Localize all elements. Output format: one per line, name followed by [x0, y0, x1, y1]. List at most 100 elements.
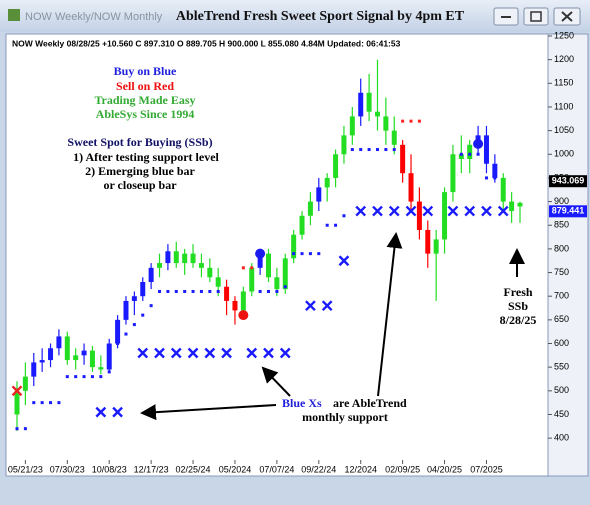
stop-dot	[401, 119, 405, 123]
annotation: are AbleTrend	[333, 396, 407, 410]
price-label: 943.069	[552, 176, 585, 186]
stop-dot	[300, 252, 304, 256]
x-tick-label: 12/17/23	[134, 464, 169, 474]
stop-dot	[65, 375, 69, 379]
stop-dot	[124, 332, 128, 336]
candle-body	[416, 201, 422, 230]
candle-body	[240, 291, 246, 311]
maximize-button[interactable]	[523, 7, 549, 26]
stop-dot	[283, 285, 287, 289]
candle-body	[500, 177, 506, 202]
annotation: monthly support	[302, 410, 388, 424]
candle-body	[182, 253, 188, 264]
monthly-x	[305, 300, 316, 312]
annotation: Trading Made Easy	[94, 93, 195, 107]
y-tick-label: 750	[554, 267, 569, 277]
stop-dot	[417, 119, 421, 123]
y-tick-label: 450	[554, 409, 569, 419]
candle-body	[467, 144, 473, 160]
stop-dot	[141, 313, 145, 317]
stop-dot	[57, 401, 61, 405]
price-label-box	[549, 175, 587, 188]
monthly-x	[112, 406, 123, 418]
quote-info: NOW Weekly 08/28/25 +10.560 C 897.310 O …	[12, 38, 401, 48]
stop-dot	[292, 252, 296, 256]
stop-dot	[166, 289, 170, 293]
x-tick-label: 07/30/23	[50, 464, 85, 474]
stop-dot	[350, 148, 354, 152]
candle-body	[492, 163, 498, 178]
candle-body	[98, 367, 104, 370]
annotation: 1) After testing support level	[73, 150, 219, 164]
candle-body	[282, 258, 288, 290]
x-tick-label: 09/22/24	[301, 464, 336, 474]
stop-dot	[241, 266, 245, 270]
y-tick-label: 600	[554, 338, 569, 348]
stop-dot	[208, 289, 212, 293]
stop-dot	[250, 266, 254, 270]
candle-body	[81, 350, 87, 356]
stop-dot	[267, 289, 270, 293]
candle-body	[333, 154, 339, 178]
stop-dot	[459, 152, 463, 156]
monthly-x	[187, 347, 199, 359]
stop-dot	[183, 289, 187, 293]
stop-dot	[216, 289, 220, 293]
annotation: Sweet Spot for Buying (SSb)	[67, 135, 212, 149]
candle-body	[48, 348, 54, 361]
candle-body	[349, 116, 355, 136]
candle-body	[73, 355, 79, 361]
monthly-x	[481, 205, 492, 217]
window-title: AbleTrend Fresh Sweet Sport Signal by 4p…	[176, 9, 465, 24]
stop-dot	[99, 375, 103, 379]
monthly-x	[154, 347, 165, 359]
candle-body	[442, 192, 448, 240]
monthly-x	[263, 347, 274, 359]
stop-dot	[174, 289, 178, 293]
candle-body	[299, 215, 305, 235]
candle-body	[215, 277, 221, 287]
monthly-x	[137, 347, 149, 359]
monthly-x	[355, 205, 367, 217]
y-tick-label: 1150	[554, 78, 573, 88]
signal-dot	[255, 248, 266, 259]
candle-body	[115, 319, 121, 344]
candle-body	[198, 263, 204, 268]
y-tick-label: 800	[554, 243, 569, 253]
candle-body	[274, 277, 280, 290]
stop-dot	[409, 119, 413, 123]
stop-dot	[275, 289, 279, 293]
stop-dot	[325, 223, 329, 227]
x-tick-label: 04/20/25	[427, 464, 462, 474]
monthly-x	[422, 205, 434, 217]
candle-body	[89, 350, 95, 368]
candle-body	[131, 296, 137, 301]
stop-dot	[308, 252, 312, 256]
x-tick-label: 02/25/24	[176, 464, 211, 474]
candle-body	[232, 300, 238, 311]
tab-label[interactable]: NOW Weekly/NOW Monthly	[25, 11, 163, 23]
app-icon	[8, 9, 20, 21]
x-tick-label: 10/08/23	[92, 464, 127, 474]
annotation: Fresh	[503, 285, 532, 299]
window-buttons	[493, 7, 581, 26]
stop-dot	[191, 289, 195, 293]
stop-dot	[74, 375, 78, 379]
stop-dot	[15, 427, 19, 431]
candle-body	[224, 286, 230, 301]
stop-dot	[90, 375, 94, 379]
annotation: AbleSys Since 1994	[96, 107, 195, 121]
plot-area	[5, 33, 549, 477]
stop-dot	[342, 214, 346, 218]
arrow	[261, 366, 291, 397]
monthly-x	[246, 347, 258, 359]
candle-body	[425, 229, 431, 254]
candle-body	[257, 253, 263, 268]
x-tick-label: 05/21/23	[8, 464, 43, 474]
annotation: Buy on Blue	[114, 64, 177, 78]
stop-dot	[384, 148, 388, 152]
monthly-x	[11, 385, 23, 397]
candle-body	[39, 360, 45, 363]
title-bar	[0, 0, 590, 32]
